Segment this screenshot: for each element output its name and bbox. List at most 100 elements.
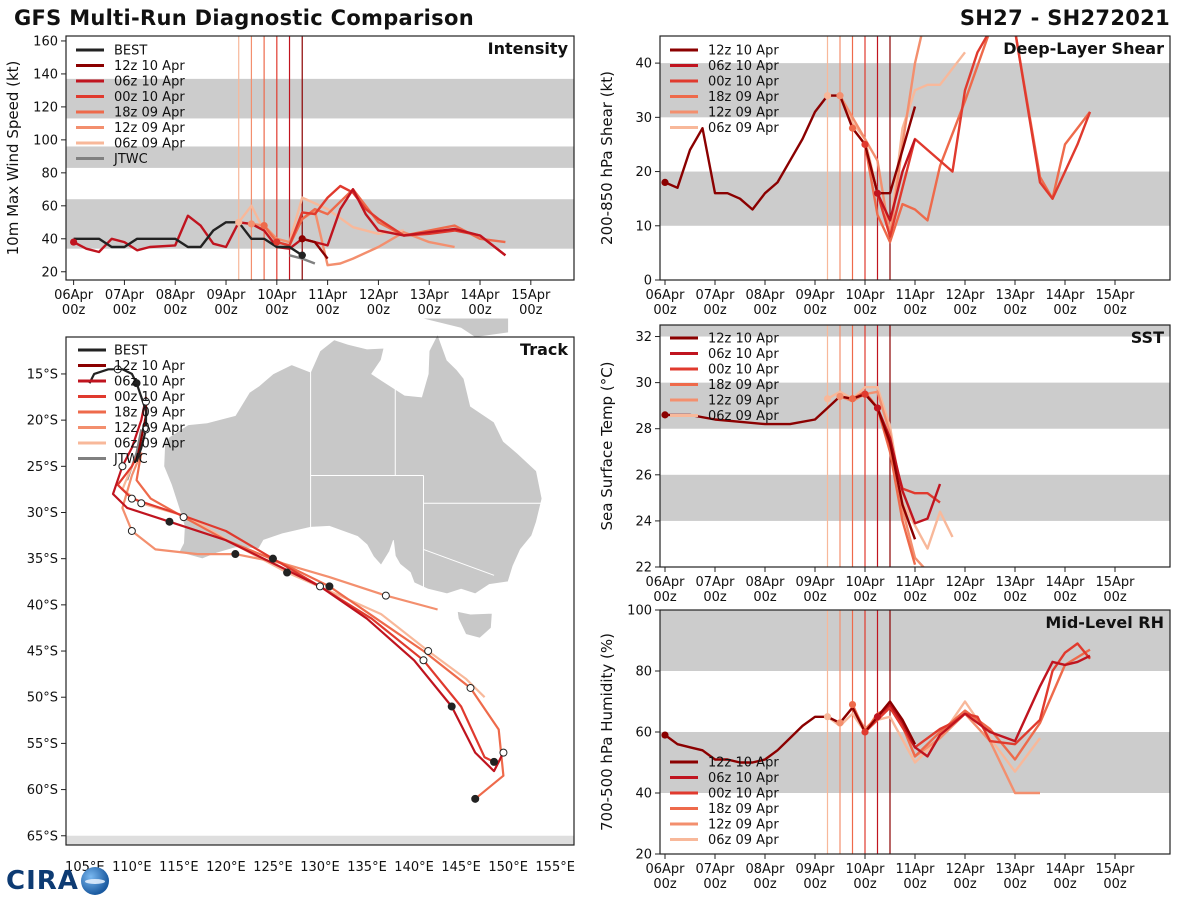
x-tick-hour: 00z — [214, 303, 238, 318]
track-title: Track — [520, 340, 568, 359]
series-line-06z-10-apr — [876, 654, 1091, 758]
legend-label: 06z 10 Apr — [114, 375, 185, 390]
x-tick-hour: 00z — [418, 303, 442, 318]
track-marker — [424, 647, 433, 656]
track-map: 15°S 20°S 25°S 30°S 35°S 40°S 45°S 50°S 55°S 60°S… — [27, 318, 575, 875]
legend-label: 00z 10 Apr — [114, 390, 185, 405]
rh-band — [660, 610, 1170, 671]
init-marker — [70, 238, 78, 246]
init-marker — [873, 404, 882, 412]
track-marker — [283, 568, 292, 577]
x-tick-date: 15Apr — [1095, 288, 1135, 303]
y-tick-label: 24 — [635, 514, 652, 529]
track-marker — [499, 748, 508, 757]
x-tick-date: 06Apr — [645, 862, 685, 877]
sst-ylabel: Sea Surface Temp (°C) — [598, 361, 616, 530]
intensity-panel: 2040608010012014016006Apr00z07Apr00z08Ap… — [4, 34, 575, 318]
x-tick-date: 15Apr — [1095, 575, 1135, 590]
init-marker — [273, 238, 281, 246]
x-tick-date: 09Apr — [206, 288, 246, 303]
shear-ylabel: 200-850 hPa Shear (kt) — [598, 71, 616, 245]
shear-band — [660, 171, 1170, 226]
x-tick-hour: 00z — [1103, 590, 1127, 605]
intensity-band — [66, 78, 574, 119]
y-tick-label: 80 — [41, 166, 58, 181]
x-tick-date: 14Apr — [1045, 288, 1085, 303]
legend-label: 12z 09 Apr — [708, 394, 779, 409]
track-marker — [113, 365, 122, 374]
legend-label: 12z 09 Apr — [114, 121, 185, 136]
x-tick-hour: 00z — [803, 590, 827, 605]
y-tick-label: 30 — [635, 376, 652, 391]
x-tick-date: 10Apr — [845, 288, 885, 303]
series-line-12z-10-apr — [664, 94, 917, 211]
series-line-06z-10-apr — [876, 138, 917, 222]
lat-tick-label: 60°S — [27, 783, 58, 798]
lat-tick-label: 65°S — [27, 829, 58, 844]
y-tick-label: 60 — [41, 199, 58, 214]
legend-label: 06z 09 Apr — [708, 121, 779, 136]
y-tick-label: 10 — [635, 219, 652, 234]
init-marker — [823, 713, 832, 721]
init-marker — [861, 140, 869, 149]
track-marker — [466, 683, 475, 692]
x-tick-hour: 00z — [803, 877, 827, 892]
lat-tick-label: 50°S — [27, 691, 58, 706]
x-tick-hour: 00z — [1003, 877, 1027, 892]
y-tick-label: 20 — [635, 165, 652, 180]
track-marker — [471, 794, 480, 803]
track-marker — [490, 757, 499, 766]
track-marker — [447, 702, 456, 711]
lon-tick-label: 130°E — [300, 860, 340, 875]
state-border — [423, 548, 495, 576]
x-tick-date: 15Apr — [511, 288, 551, 303]
y-tick-label: 28 — [635, 422, 652, 437]
x-tick-hour: 00z — [703, 590, 727, 605]
australia-land — [163, 333, 543, 595]
x-tick-hour: 00z — [653, 590, 677, 605]
legend-label: 18z 09 Apr — [708, 90, 779, 105]
x-tick-date: 14Apr — [1045, 862, 1085, 877]
x-tick-date: 15Apr — [1095, 862, 1135, 877]
x-tick-date: 14Apr — [460, 288, 500, 303]
x-tick-date: 07Apr — [695, 575, 735, 590]
x-tick-date: 10Apr — [845, 575, 885, 590]
legend-label: 12z 10 Apr — [114, 59, 185, 74]
track-line-12z-09-apr — [121, 452, 438, 611]
init-marker — [298, 235, 306, 243]
x-tick-hour: 00z — [753, 877, 777, 892]
init-marker — [661, 411, 669, 419]
y-tick-label: 0 — [644, 274, 652, 289]
y-tick-label: 140 — [33, 67, 58, 82]
x-tick-date: 10Apr — [845, 862, 885, 877]
x-tick-hour: 00z — [468, 303, 492, 318]
legend-label: 12z 09 Apr — [114, 421, 185, 436]
globe-icon — [80, 867, 109, 895]
series-line-06z-10-apr — [876, 407, 942, 525]
series-line-best — [73, 221, 303, 257]
legend-label: 06z 10 Apr — [708, 771, 779, 786]
x-tick-hour: 00z — [1103, 877, 1127, 892]
page-title: GFS Multi-Run Diagnostic Comparison — [14, 6, 474, 30]
x-tick-date: 06Apr — [645, 288, 685, 303]
x-tick-hour: 00z — [113, 303, 137, 318]
legend-label: 18z 09 Apr — [708, 378, 779, 393]
y-tick-label: 100 — [33, 133, 58, 148]
lat-tick-label: 25°S — [27, 460, 58, 475]
x-tick-hour: 00z — [803, 303, 827, 318]
x-tick-hour: 00z — [703, 303, 727, 318]
track-marker — [316, 582, 324, 591]
x-tick-hour: 00z — [853, 303, 877, 318]
x-tick-date: 12Apr — [945, 862, 985, 877]
x-tick-date: 08Apr — [745, 288, 785, 303]
track-marker — [127, 494, 136, 503]
intensity-title: Intensity — [488, 39, 569, 58]
lat-tick-label: 55°S — [27, 737, 58, 752]
track-marker — [381, 591, 390, 600]
x-tick-date: 12Apr — [359, 288, 399, 303]
x-tick-date: 13Apr — [410, 288, 450, 303]
legend-label: BEST — [114, 44, 147, 59]
legend-label: 12z 10 Apr — [114, 359, 185, 374]
x-tick-date: 11Apr — [895, 575, 935, 590]
sst-panel: 22242628303206Apr00z07Apr00z08Apr00z09Ap… — [598, 324, 1171, 605]
